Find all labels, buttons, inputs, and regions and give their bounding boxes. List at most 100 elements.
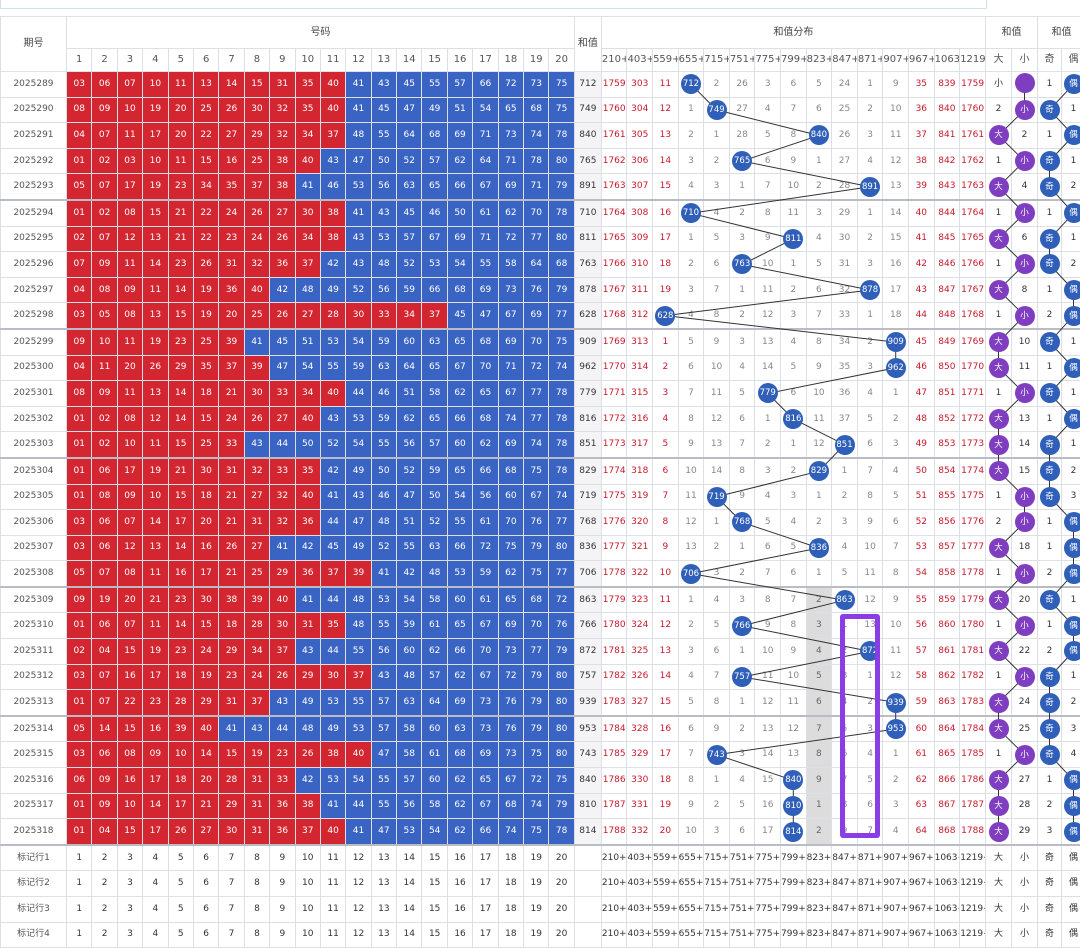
dist-col-header: 1219+ xyxy=(960,49,986,72)
small-marker-ball: 小 xyxy=(1015,512,1035,532)
footer-number: 15 xyxy=(422,922,447,948)
number-ball-cell: 35 xyxy=(295,458,320,484)
number-col-header: 13 xyxy=(371,49,396,72)
footer-number: 20 xyxy=(549,922,574,948)
footer-number: 15 xyxy=(422,897,447,923)
number-ball-cell: 19 xyxy=(193,277,218,303)
footer-number: 8 xyxy=(244,922,269,948)
period-cell: 2025314 xyxy=(1,716,67,742)
period-cell: 2025295 xyxy=(1,226,67,252)
number-ball-cell: 26 xyxy=(193,252,218,278)
bs-cell: 大 xyxy=(986,226,1012,252)
number-ball-cell: 08 xyxy=(92,277,117,303)
small-marker-ball: 小 xyxy=(1015,203,1035,223)
number-ball-cell: 28 xyxy=(168,690,193,716)
dist-cell: 5 xyxy=(883,484,909,510)
number-ball-cell: 59 xyxy=(473,561,498,587)
dist-cell: 3 xyxy=(678,277,704,303)
period-cell: 2025307 xyxy=(1,535,67,561)
number-ball-cell: 05 xyxy=(67,561,92,587)
dist-cell: 1 xyxy=(729,690,755,716)
footer-dist: 823+ xyxy=(806,845,832,871)
number-ball-cell: 41 xyxy=(270,535,295,561)
number-ball-cell: 78 xyxy=(524,148,549,174)
dist-cell: 9 xyxy=(806,768,832,794)
dist-cell: 1766 xyxy=(601,252,627,278)
footer-number: 1 xyxy=(67,897,92,923)
number-ball-cell: 45 xyxy=(397,72,422,98)
number-ball-cell: 42 xyxy=(270,277,295,303)
dist-cell: 8 xyxy=(755,587,781,613)
number-ball-cell: 27 xyxy=(244,535,269,561)
bs-cell: 小 xyxy=(1012,484,1038,510)
number-ball-cell: 62 xyxy=(422,639,447,665)
number-ball-cell: 40 xyxy=(320,381,345,407)
sum-marker-ball: 962 xyxy=(886,358,906,378)
even-marker-ball: 偶 xyxy=(1064,125,1080,145)
dist-cell: 7 xyxy=(678,742,704,768)
dist-cell: 11 xyxy=(755,277,781,303)
number-ball-cell: 32 xyxy=(270,97,295,123)
number-ball-cell: 16 xyxy=(117,664,142,690)
odd-marker-ball: 奇 xyxy=(1040,487,1060,507)
number-col-header: 7 xyxy=(219,49,244,72)
footer-dist: 799+ xyxy=(781,871,807,897)
number-ball-cell: 70 xyxy=(498,510,523,536)
number-ball-cell: 71 xyxy=(473,226,498,252)
number-col-header: 3 xyxy=(117,49,142,72)
number-ball-cell: 25 xyxy=(193,329,218,355)
dist-cell: 10 xyxy=(755,252,781,278)
dist-cell: 1767 xyxy=(960,277,986,303)
number-ball-cell: 10 xyxy=(92,329,117,355)
dist-cell: 39 xyxy=(909,174,935,200)
footer-sum xyxy=(574,845,601,871)
number-ball-cell: 16 xyxy=(168,561,193,587)
footer-number: 8 xyxy=(244,845,269,871)
oe-cell: 偶 xyxy=(1062,72,1080,98)
dist-cell: 1 xyxy=(806,561,832,587)
dist-cell: 26 xyxy=(729,72,755,98)
top-search-bar[interactable] xyxy=(0,0,987,9)
dist-cell: 9 xyxy=(857,510,883,536)
number-ball-cell: 19 xyxy=(143,639,168,665)
number-ball-cell: 39 xyxy=(244,587,269,613)
number-ball-cell: 43 xyxy=(270,690,295,716)
number-ball-cell: 37 xyxy=(346,664,371,690)
number-ball-cell: 47 xyxy=(346,510,371,536)
dist-cell: 7 xyxy=(806,716,832,742)
number-ball-cell: 76 xyxy=(524,510,549,536)
oe-cell: 偶 xyxy=(1062,768,1080,794)
number-ball-cell: 33 xyxy=(270,768,295,794)
dist-cell: 2 xyxy=(704,793,730,819)
footer-number: 10 xyxy=(295,922,320,948)
number-ball-cell: 15 xyxy=(193,613,218,639)
number-ball-cell: 29 xyxy=(219,639,244,665)
number-ball-cell: 11 xyxy=(117,252,142,278)
footer-oe: 偶 xyxy=(1062,845,1080,871)
dist-cell: 765 xyxy=(729,148,755,174)
dist-cell: 5 xyxy=(806,664,832,690)
number-ball-cell: 30 xyxy=(346,303,371,329)
number-ball-cell: 64 xyxy=(473,148,498,174)
dist-cell: 1762 xyxy=(960,148,986,174)
footer-number: 16 xyxy=(447,897,472,923)
number-ball-cell: 30 xyxy=(320,664,345,690)
dist-cell: 1772 xyxy=(960,406,986,432)
number-ball-cell: 22 xyxy=(193,200,218,226)
number-ball-cell: 30 xyxy=(193,587,218,613)
bs-cell: 小 xyxy=(1012,303,1038,329)
period-header: 期号 xyxy=(1,17,67,72)
dist-cell: 8 xyxy=(704,690,730,716)
bs-cell: 小 xyxy=(1012,97,1038,123)
dist-cell: 19 xyxy=(653,793,679,819)
footer-bs: 小 xyxy=(1012,871,1038,897)
oe-cell: 偶 xyxy=(1062,819,1080,845)
number-ball-cell: 08 xyxy=(117,303,142,329)
dist-cell: 6 xyxy=(704,639,730,665)
number-ball-cell: 48 xyxy=(422,561,447,587)
number-ball-cell: 40 xyxy=(346,742,371,768)
bs-cell: 小 xyxy=(1012,510,1038,536)
dist-cell: 1780 xyxy=(601,613,627,639)
dist-cell: 2 xyxy=(653,355,679,381)
footer-number: 10 xyxy=(295,845,320,871)
